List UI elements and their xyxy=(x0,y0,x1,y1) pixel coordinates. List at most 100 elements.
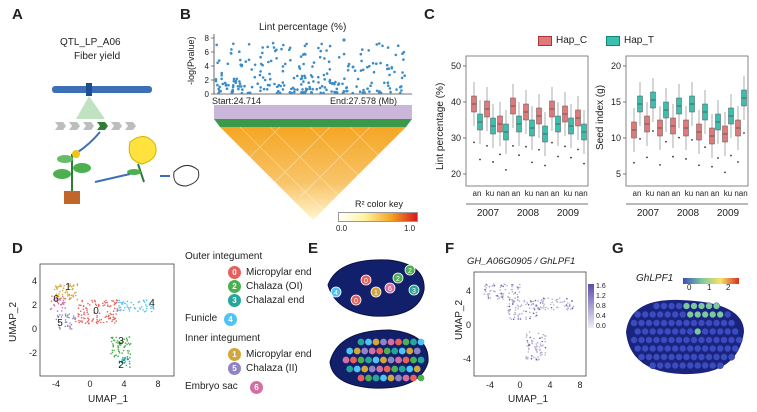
spatial-spot xyxy=(664,345,672,353)
panel-letter-g: G xyxy=(612,240,624,257)
umap-d-cell xyxy=(96,318,98,321)
spatial-spot xyxy=(705,319,713,327)
umap-d-cell xyxy=(61,295,64,298)
umap-d-cell xyxy=(143,310,146,313)
manhattan-point xyxy=(333,82,336,86)
c-right-xtick: an xyxy=(711,189,720,198)
umap-d-cell xyxy=(102,302,104,305)
c-right-xtick: ku xyxy=(685,189,693,198)
manhattan-point xyxy=(388,87,392,90)
ovule-bottom-spot xyxy=(372,338,380,346)
spatial-cbar-tick-1: 1 xyxy=(707,283,712,292)
umap-d-cell xyxy=(61,307,64,309)
manhattan-point xyxy=(372,70,376,74)
umap-d-cell xyxy=(127,352,129,354)
manhattan-ytick: 0 xyxy=(205,90,210,99)
spatial-spot xyxy=(630,336,638,344)
spatial-spot xyxy=(641,328,649,336)
umap-d-cell xyxy=(84,317,86,320)
umap-f-cell xyxy=(537,306,540,309)
umap-d-cell xyxy=(66,316,69,318)
umap-d-cell xyxy=(80,304,82,307)
spatial-spot xyxy=(697,319,705,327)
spatial-spot xyxy=(727,336,735,344)
umap-d-cluster-label: 1 xyxy=(65,282,71,293)
umap-f-cell xyxy=(540,344,542,347)
c-left-xtick: nan xyxy=(496,189,509,198)
manhattan-point xyxy=(356,77,360,81)
umap-f-cell xyxy=(539,337,541,339)
umap-d-cell xyxy=(126,300,129,303)
c-right-year-label: 2007 xyxy=(637,208,660,219)
umap-f-cell xyxy=(535,343,538,345)
umap-f-cell xyxy=(526,334,528,337)
manhattan-point xyxy=(304,76,307,80)
manhattan-point xyxy=(218,85,221,89)
arrow-to-flower xyxy=(94,173,131,183)
umap-f-cell xyxy=(531,355,533,357)
spatial-spot xyxy=(694,311,702,319)
manhattan-point xyxy=(337,82,341,85)
c-right-xtick: nan xyxy=(695,189,708,198)
umap-d-cell xyxy=(91,301,94,303)
manhattan-ylabel: -log(Pvalue) xyxy=(186,36,196,85)
c-right-xtick: nan xyxy=(734,189,747,198)
spatial-spot xyxy=(653,319,661,327)
umap-d-cell xyxy=(62,299,65,302)
umap-d-cell xyxy=(121,352,123,354)
spatial-spot xyxy=(671,361,679,369)
umap-d-cell xyxy=(68,313,71,315)
umap-f-cell xyxy=(506,284,508,287)
spatial-spot xyxy=(664,328,672,336)
umap-d-cell xyxy=(64,307,66,309)
manhattan-point xyxy=(225,87,229,90)
umap-f-cell xyxy=(534,305,537,307)
umap-f-cell xyxy=(544,354,546,356)
manhattan-point xyxy=(240,64,243,68)
umap-d-cell xyxy=(71,288,74,291)
spatial-spot xyxy=(690,302,698,310)
umap-d-cell xyxy=(73,284,75,286)
panel-letter-e: E xyxy=(308,240,319,257)
umap-f-cell xyxy=(531,342,533,344)
umap-d-cell xyxy=(62,302,64,304)
ovule-outline-icon xyxy=(173,165,200,187)
lint-years: 2007 2008 2009 xyxy=(477,208,580,219)
manhattan-ld-plot: 0 2 4 6 8 xyxy=(205,34,412,220)
spatial-spot xyxy=(649,361,657,369)
umap-d-cell xyxy=(114,317,117,320)
umap-f-cell xyxy=(544,340,547,343)
spatial-spot xyxy=(694,361,702,369)
umap-d-cell xyxy=(75,294,77,297)
colorkey-max: 1.0 xyxy=(404,224,416,233)
manhattan-point xyxy=(237,87,240,91)
manhattan-top-point xyxy=(342,38,346,42)
umap-d-cell xyxy=(152,308,155,310)
region-start: Start:24.714 xyxy=(212,96,262,106)
umap-f-cell xyxy=(487,297,490,300)
seed-ylabel: Seed index (g) xyxy=(595,84,606,150)
manhattan-point xyxy=(281,65,285,68)
umap-d-cell xyxy=(67,314,69,316)
spatial-spot xyxy=(675,353,683,361)
manhattan-point xyxy=(317,75,320,79)
manhattan-point xyxy=(341,82,344,86)
umap-d-cell xyxy=(51,295,53,297)
manhattan-point xyxy=(386,67,389,71)
umap-d-cell xyxy=(74,318,76,321)
spatial-spot xyxy=(712,319,720,327)
umap-d-cell xyxy=(145,308,148,310)
manhattan-point xyxy=(282,84,286,87)
spatial-spot xyxy=(701,328,709,336)
umap-d-cell xyxy=(127,358,130,361)
umap-f-cell xyxy=(563,300,565,303)
umap-f-cell xyxy=(502,295,504,298)
umap-d-cell xyxy=(82,308,85,310)
manhattan-point xyxy=(304,87,308,91)
umap-f-cell xyxy=(536,341,539,344)
hap-c-label: Hap_C xyxy=(556,35,588,46)
umap-d-cell xyxy=(119,301,121,304)
umap-f-cell xyxy=(532,303,534,305)
spatial-spot xyxy=(720,319,728,327)
c-left-year-label: 2007 xyxy=(477,208,500,219)
